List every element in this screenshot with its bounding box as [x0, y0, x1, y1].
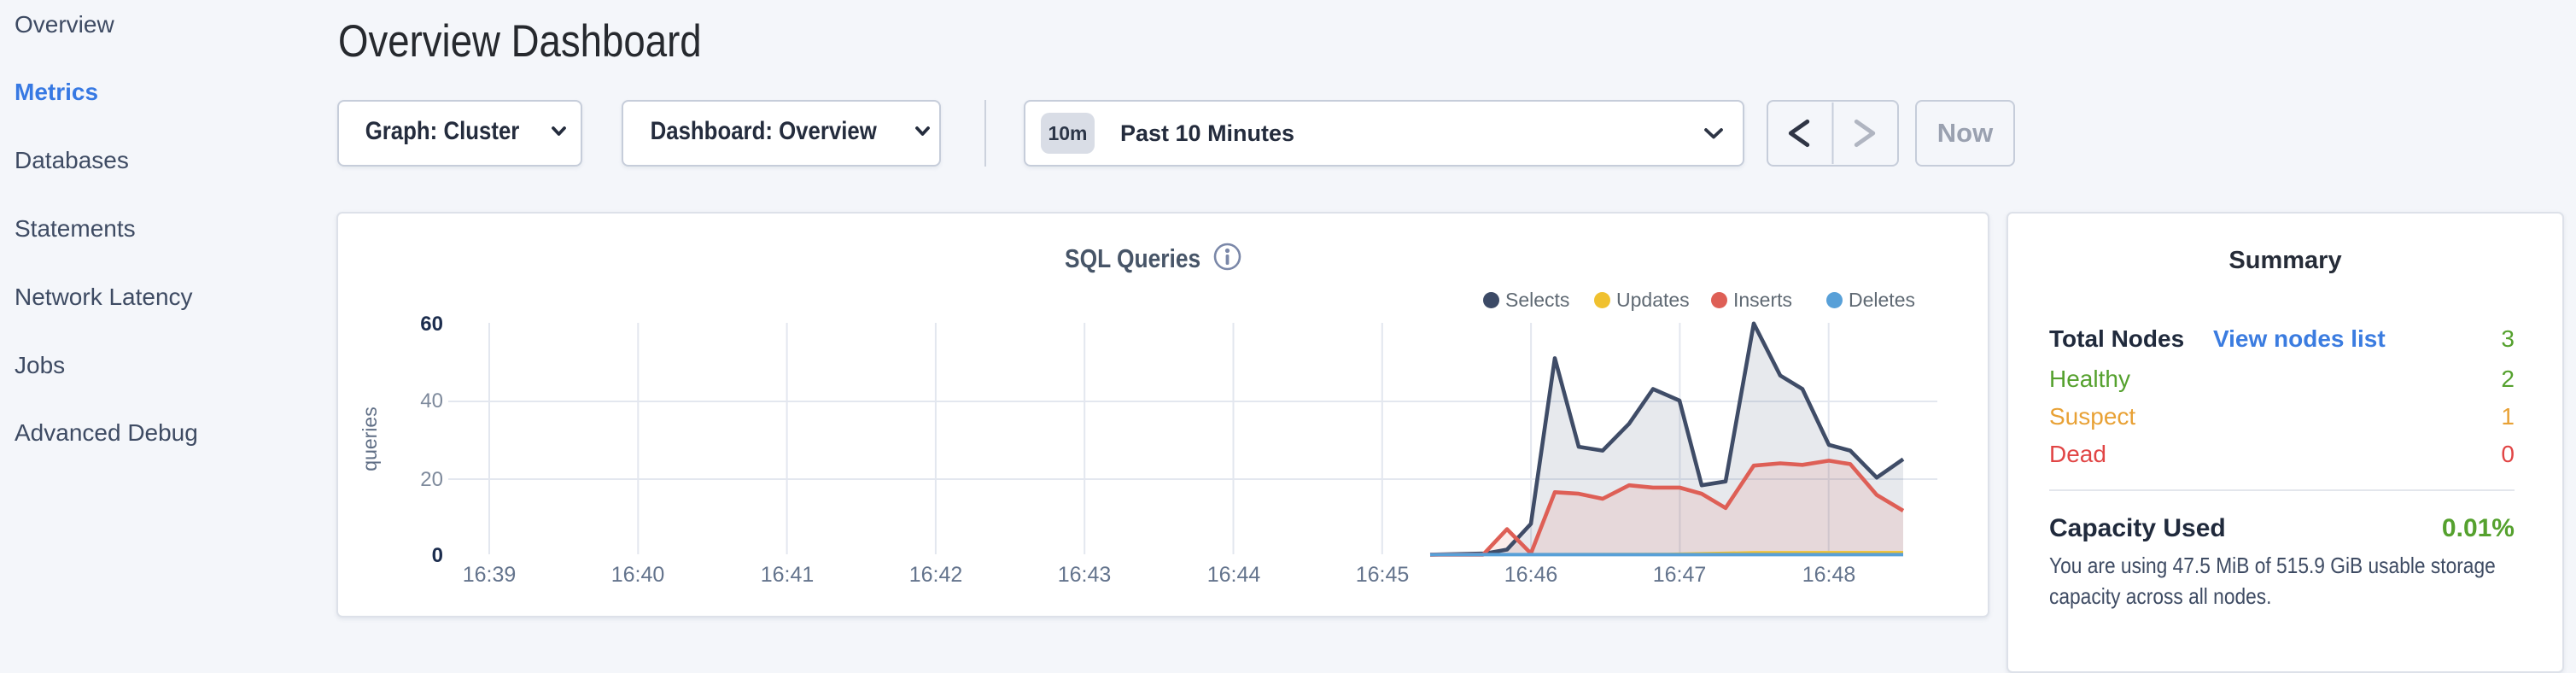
- svg-text:16:42: 16:42: [909, 563, 963, 587]
- svg-text:16:45: 16:45: [1356, 563, 1410, 587]
- svg-text:0: 0: [432, 544, 443, 567]
- svg-text:60: 60: [420, 313, 443, 336]
- svg-text:16:46: 16:46: [1504, 563, 1558, 587]
- svg-text:16:48: 16:48: [1802, 563, 1856, 587]
- svg-text:queries: queries: [359, 407, 381, 471]
- svg-text:16:43: 16:43: [1058, 563, 1112, 587]
- svg-text:16:40: 16:40: [611, 563, 665, 587]
- svg-text:20: 20: [420, 468, 443, 491]
- svg-text:16:44: 16:44: [1207, 563, 1261, 587]
- svg-text:16:47: 16:47: [1653, 563, 1707, 587]
- svg-text:16:41: 16:41: [761, 563, 815, 587]
- svg-text:40: 40: [420, 389, 443, 413]
- svg-text:16:39: 16:39: [463, 563, 517, 587]
